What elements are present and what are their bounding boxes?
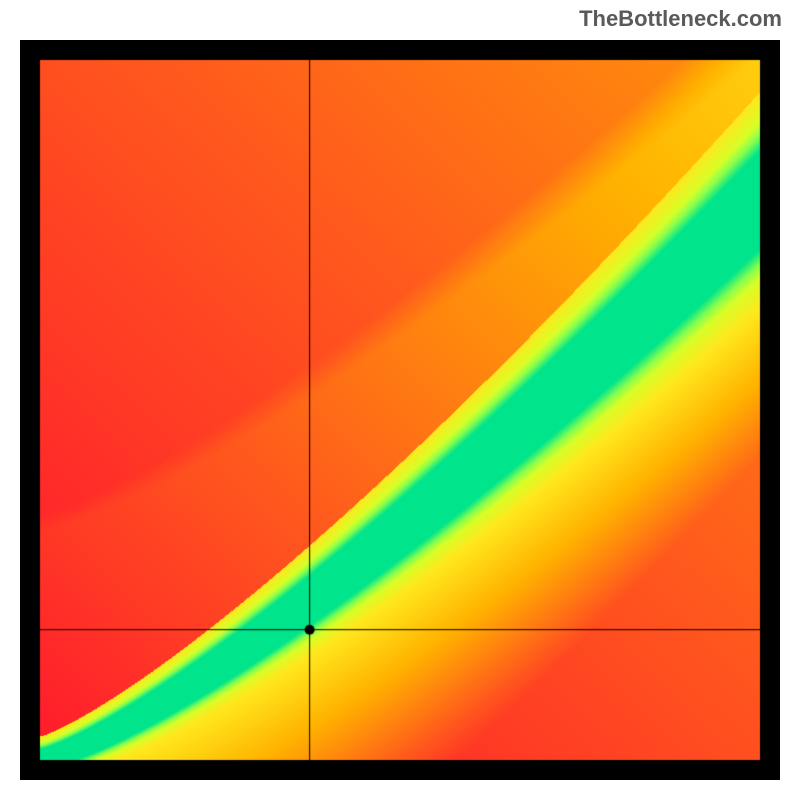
attribution-text: TheBottleneck.com <box>579 6 782 32</box>
bottleneck-heatmap <box>20 40 780 780</box>
